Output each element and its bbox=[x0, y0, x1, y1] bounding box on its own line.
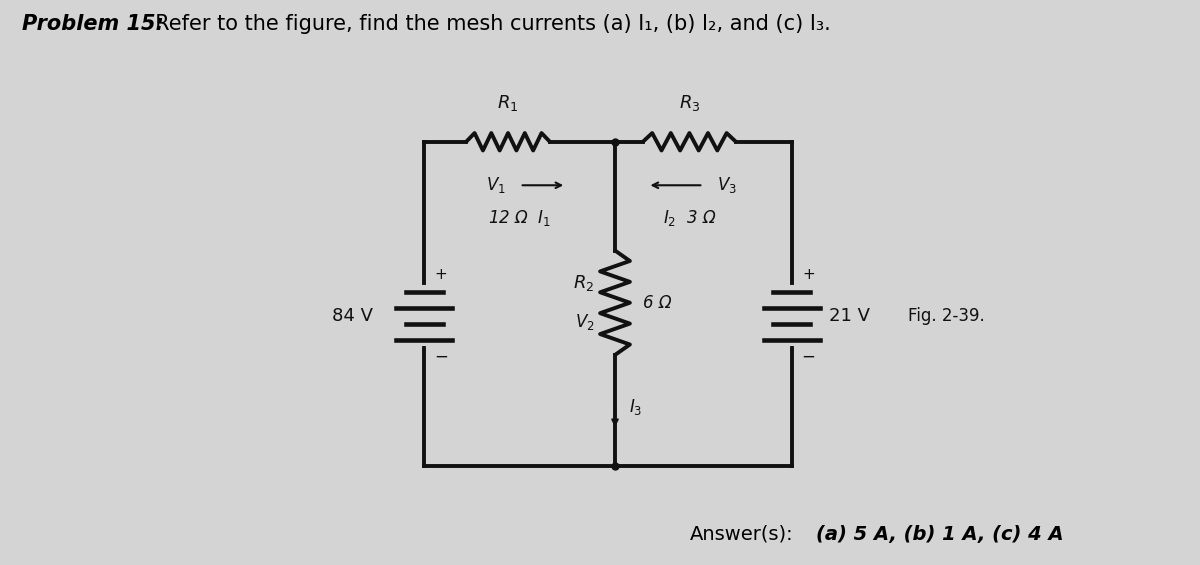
Text: Refer to the figure, find the mesh currents (a) I₁, (b) I₂, and (c) I₃.: Refer to the figure, find the mesh curre… bbox=[142, 14, 830, 34]
Text: Problem 15:: Problem 15: bbox=[22, 14, 163, 34]
Text: 21 V: 21 V bbox=[829, 307, 870, 325]
Text: $R_3$: $R_3$ bbox=[679, 93, 700, 114]
Text: Answer(s):: Answer(s): bbox=[690, 524, 793, 544]
Text: 6 Ω: 6 Ω bbox=[643, 294, 672, 312]
Text: $V_2$: $V_2$ bbox=[575, 312, 594, 332]
Text: $R_1$: $R_1$ bbox=[497, 93, 518, 114]
Text: 84 V: 84 V bbox=[332, 307, 373, 325]
Text: Fig. 2-39.: Fig. 2-39. bbox=[908, 307, 985, 325]
Text: $I_3$: $I_3$ bbox=[629, 397, 642, 418]
Text: $R_2$: $R_2$ bbox=[574, 273, 594, 293]
Text: $I_2$  3 Ω: $I_2$ 3 Ω bbox=[662, 208, 716, 228]
Text: (a) 5 A, (b) 1 A, (c) 4 A: (a) 5 A, (b) 1 A, (c) 4 A bbox=[816, 524, 1063, 544]
Text: −: − bbox=[802, 348, 815, 366]
Text: 12 Ω  $I_1$: 12 Ω $I_1$ bbox=[488, 208, 551, 228]
Text: −: − bbox=[434, 348, 448, 366]
Text: +: + bbox=[802, 267, 815, 282]
Text: +: + bbox=[434, 267, 448, 282]
Text: $V_1$: $V_1$ bbox=[486, 175, 505, 195]
Text: $V_3$: $V_3$ bbox=[718, 175, 737, 195]
